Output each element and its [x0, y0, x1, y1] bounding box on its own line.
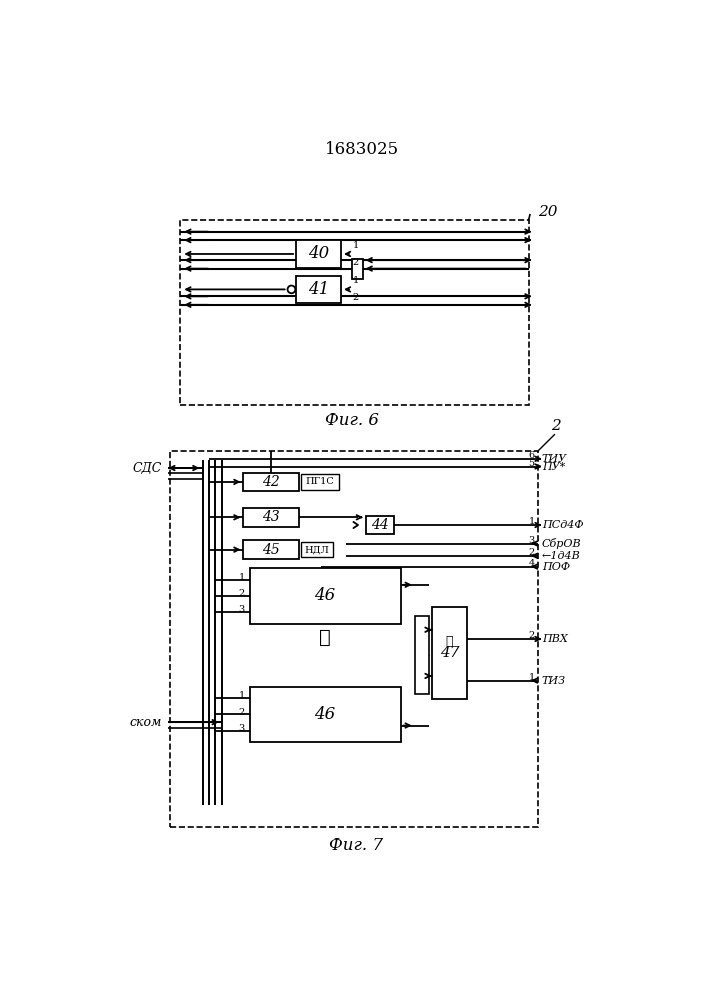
Text: 20: 20: [538, 205, 557, 219]
Bar: [180, 220, 529, 405]
Text: 2: 2: [239, 589, 245, 598]
Text: 5: 5: [529, 459, 534, 468]
Text: ПСд4Ф: ПСд4Ф: [542, 520, 583, 530]
Bar: [414, 616, 428, 694]
Text: 41: 41: [308, 281, 329, 298]
Text: 46: 46: [315, 706, 336, 723]
Text: 1: 1: [239, 691, 245, 700]
Text: 40: 40: [308, 245, 329, 262]
Text: ⋯: ⋯: [320, 628, 331, 646]
Text: ТИЗ: ТИЗ: [542, 676, 566, 686]
Text: 2: 2: [239, 708, 245, 717]
Text: 2: 2: [353, 293, 359, 302]
Bar: [296, 276, 341, 303]
Bar: [243, 508, 299, 527]
Text: ←1д4В: ←1д4В: [542, 551, 580, 561]
Text: 4: 4: [529, 559, 534, 568]
Bar: [243, 540, 299, 559]
Text: ском: ском: [129, 716, 162, 729]
Text: Фиг. 7: Фиг. 7: [329, 837, 382, 854]
Text: 44: 44: [371, 518, 389, 532]
Text: ПУ*: ПУ*: [542, 462, 565, 472]
Text: 1: 1: [529, 673, 534, 682]
Text: ПВХ: ПВХ: [542, 634, 568, 644]
Text: 1: 1: [239, 573, 245, 582]
Text: ТИУ: ТИУ: [542, 454, 567, 464]
Bar: [296, 240, 341, 268]
Text: 43: 43: [262, 510, 280, 524]
Bar: [250, 568, 401, 624]
Text: ПОФ: ПОФ: [542, 562, 570, 572]
Bar: [432, 607, 467, 699]
Text: ⋯: ⋯: [446, 635, 453, 648]
Text: ПГ1С: ПГ1С: [305, 477, 334, 486]
Text: 1: 1: [353, 276, 359, 285]
Text: СбрОВ: СбрОВ: [542, 538, 581, 549]
Text: 1: 1: [529, 517, 534, 526]
Text: 3: 3: [239, 724, 245, 733]
Text: Фиг. 6: Фиг. 6: [325, 412, 379, 429]
Bar: [250, 687, 401, 742]
Text: 2: 2: [529, 548, 534, 557]
Text: 2: 2: [529, 631, 534, 640]
Text: 3: 3: [529, 536, 534, 545]
Text: СДС: СДС: [133, 462, 162, 475]
Bar: [243, 473, 299, 491]
Text: 1: 1: [353, 241, 359, 250]
Text: 2: 2: [551, 419, 561, 433]
Text: 2: 2: [353, 258, 359, 267]
Text: 47: 47: [440, 646, 460, 660]
Text: 6: 6: [529, 451, 534, 460]
Bar: [366, 516, 394, 534]
Text: 3: 3: [239, 605, 245, 614]
Text: 45: 45: [262, 543, 280, 557]
Text: 46: 46: [315, 587, 336, 604]
Text: НДЛ: НДЛ: [305, 545, 329, 554]
Bar: [170, 451, 538, 827]
Bar: [300, 474, 339, 490]
Bar: [300, 542, 333, 557]
Text: 1683025: 1683025: [325, 141, 399, 158]
Bar: [352, 259, 363, 279]
Text: 42: 42: [262, 475, 280, 489]
